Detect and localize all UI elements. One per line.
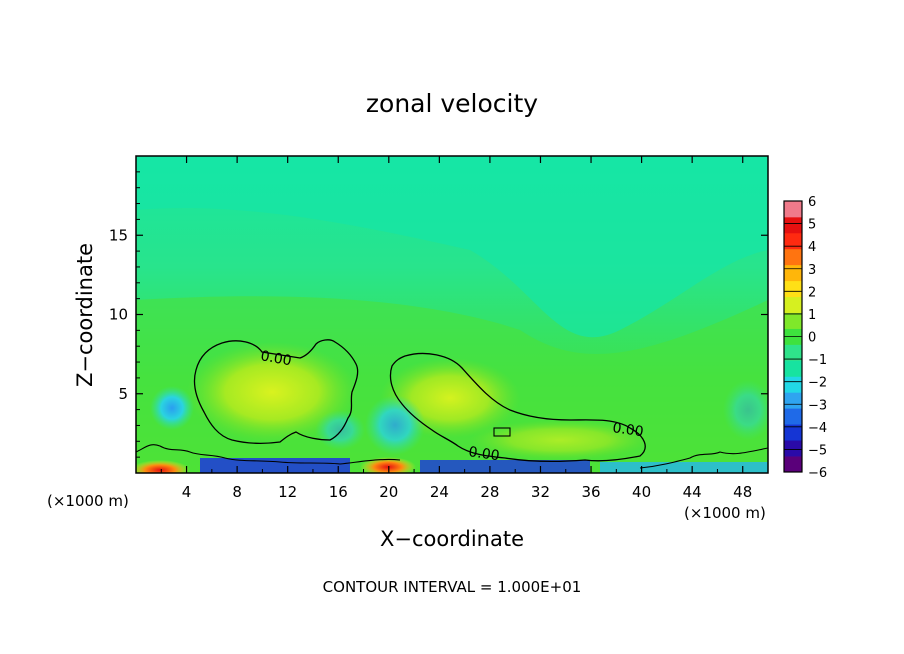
negative-spot-mid bbox=[365, 395, 425, 455]
x-tick-label: 28 bbox=[480, 483, 499, 501]
surface-negative-strip-3 bbox=[600, 462, 768, 473]
contour-interval-text: CONTOUR INTERVAL = 1.000E+01 bbox=[323, 578, 582, 596]
colorbar-swatch bbox=[784, 296, 802, 313]
contour-label-group: 0.00 0.00 0.00 bbox=[259, 348, 644, 464]
colorbar-label: 5 bbox=[808, 218, 816, 233]
colorbar-label: −5 bbox=[808, 443, 827, 458]
surface-negative-strip-1 bbox=[200, 458, 350, 473]
x-tick-label: 48 bbox=[733, 483, 752, 501]
y-tick-label: 10 bbox=[109, 306, 128, 324]
colorbar-label: 3 bbox=[808, 263, 816, 278]
negative-spot-right bbox=[723, 380, 768, 440]
colorbar-swatch bbox=[784, 280, 802, 298]
colorbar-swatch bbox=[784, 456, 802, 473]
colorbar-label: −4 bbox=[808, 421, 827, 436]
colorbar-label: −3 bbox=[808, 398, 827, 413]
colorbar-label: −1 bbox=[808, 353, 827, 368]
chart-title: zonal velocity bbox=[366, 89, 538, 118]
colorbar-swatch bbox=[784, 408, 802, 425]
x-tick-label: 20 bbox=[379, 483, 398, 501]
upper-cyan-band bbox=[136, 156, 768, 338]
colorbar-label: −2 bbox=[808, 376, 827, 391]
colorbar-swatch bbox=[784, 216, 802, 234]
colorbar-label: 0 bbox=[808, 331, 816, 346]
y-tick-label: 15 bbox=[109, 226, 128, 244]
colorbar-label: 2 bbox=[808, 285, 816, 300]
colorbar-swatch bbox=[784, 440, 802, 457]
positive-tail bbox=[470, 420, 650, 460]
x-tick-label: 8 bbox=[232, 483, 242, 501]
zero-contour-surface bbox=[136, 444, 768, 469]
x-axis-title: X−coordinate bbox=[380, 527, 524, 551]
colorbar-swatch bbox=[784, 376, 802, 393]
colorbar-swatch bbox=[784, 264, 802, 282]
colorbar-swatch bbox=[784, 201, 802, 218]
x-tick-label: 40 bbox=[632, 483, 651, 501]
negative-spot-mid2 bbox=[315, 410, 365, 450]
contour-label: 0.00 bbox=[467, 444, 500, 464]
x-unit-left: (×1000 m) bbox=[47, 492, 129, 510]
x-tick-label: 36 bbox=[581, 483, 600, 501]
colorbar-swatch bbox=[784, 312, 802, 329]
y-tick-label: 5 bbox=[118, 385, 128, 403]
contour-label: 0.00 bbox=[259, 348, 292, 369]
colorbar-swatch bbox=[784, 248, 802, 266]
colorbar-label: 1 bbox=[808, 308, 816, 323]
x-tick-label: 24 bbox=[430, 483, 449, 501]
x-unit-right: (×1000 m) bbox=[684, 504, 766, 522]
zero-contour-left bbox=[193, 339, 359, 444]
velocity-field bbox=[136, 156, 768, 473]
x-tick-label: 4 bbox=[182, 483, 192, 501]
x-tick-label: 32 bbox=[531, 483, 550, 501]
zero-contour-island bbox=[493, 427, 511, 437]
contour-label: 0.00 bbox=[611, 420, 644, 440]
colorbar-label: −6 bbox=[808, 466, 827, 481]
colorbar-swatch bbox=[784, 232, 802, 250]
colorbar-swatch bbox=[784, 360, 802, 377]
colorbar-label: 4 bbox=[808, 240, 816, 255]
x-tick-label: 12 bbox=[278, 483, 297, 501]
colorbar-swatch bbox=[784, 392, 802, 409]
surface-positive-mid bbox=[360, 457, 416, 473]
x-tick-label: 16 bbox=[329, 483, 348, 501]
colorbar-label: 6 bbox=[808, 195, 816, 210]
colorbar: 6 5 4 3 2 1 0 −1 −2 −3 −4 −5 −6 bbox=[783, 195, 827, 481]
colorbar-swatch bbox=[784, 424, 802, 441]
positive-core-left bbox=[187, 342, 357, 442]
y-axis-title: Z−coordinate bbox=[73, 243, 97, 387]
surface-negative-strip-2 bbox=[420, 460, 590, 473]
surface-positive-left bbox=[136, 460, 190, 473]
zero-contour-right bbox=[389, 352, 646, 462]
negative-spot-left bbox=[150, 386, 194, 430]
colorbar-swatch bbox=[784, 344, 802, 361]
x-tick-label: 44 bbox=[683, 483, 702, 501]
